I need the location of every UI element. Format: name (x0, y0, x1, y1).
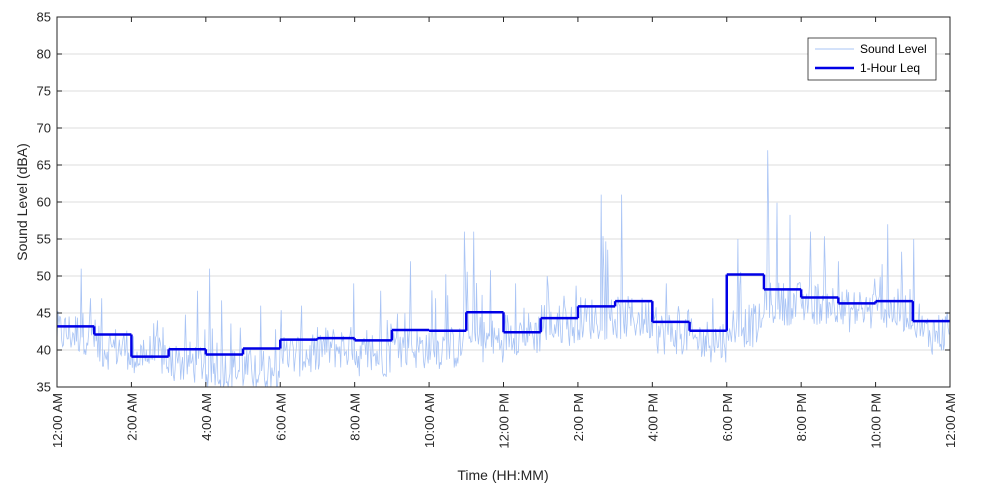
x-axis-title: Time (HH:MM) (457, 467, 548, 483)
x-tick-label: 10:00 PM (869, 393, 884, 449)
y-axis-title: Sound Level (dBA) (14, 143, 30, 261)
y-tick-label: 45 (37, 306, 51, 321)
x-tick-label: 8:00 AM (348, 393, 363, 441)
legend: Sound Level 1-Hour Leq (807, 37, 937, 81)
x-tick-label: 2:00 PM (571, 393, 586, 441)
legend-label-sound-level: Sound Level (860, 42, 927, 56)
x-tick-label: 2:00 AM (124, 393, 139, 441)
x-tick-label: 8:00 PM (794, 393, 809, 441)
x-tick-label: 4:00 PM (645, 393, 660, 441)
x-tick-label: 6:00 AM (273, 393, 288, 441)
y-tick-label: 40 (37, 343, 51, 358)
x-tick-label: 10:00 AM (422, 393, 437, 448)
sound-level-series (56, 150, 950, 388)
x-tick-label: 12:00 AM (943, 393, 958, 448)
y-tick-label: 75 (37, 84, 51, 99)
x-axis-ticks: 12:00 AM 2:00 AM 4:00 AM 6:00 AM 8:00 AM 10:0… (50, 17, 958, 449)
x-tick-label: 12:00 PM (497, 393, 512, 449)
y-tick-label: 55 (37, 232, 51, 247)
leq-series (57, 273, 950, 358)
y-axis-ticks: 35 40 45 50 55 60 65 70 75 80 85 (37, 10, 950, 395)
y-tick-label: 65 (37, 158, 51, 173)
sound-level-line (56, 150, 950, 388)
y-tick-label: 85 (37, 10, 51, 25)
y-tick-label: 50 (37, 269, 51, 284)
x-tick-label: 12:00 AM (50, 393, 65, 448)
y-tick-label: 70 (37, 121, 51, 136)
x-tick-label: 4:00 AM (199, 393, 214, 441)
legend-box (807, 37, 937, 81)
x-tick-label: 6:00 PM (720, 393, 735, 441)
y-tick-label: 80 (37, 47, 51, 62)
legend-label-leq: 1-Hour Leq (860, 61, 920, 75)
y-tick-label: 35 (37, 380, 51, 395)
y-tick-label: 60 (37, 195, 51, 210)
